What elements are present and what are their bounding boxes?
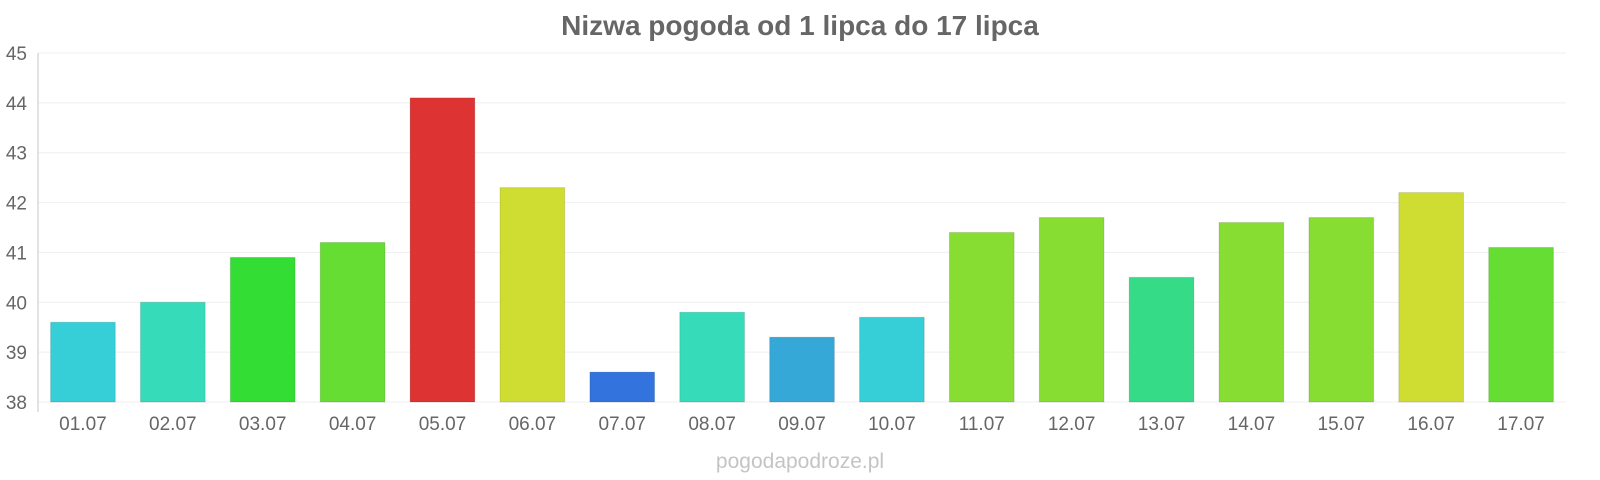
bar-04.07: [319, 241, 386, 403]
chart-title: Nizwa pogoda od 1 lipca do 17 lipca: [561, 10, 1039, 41]
x-tick-label: 09.07: [778, 414, 826, 435]
bar-15.07: [1308, 217, 1375, 403]
bar-05.07: [409, 97, 476, 403]
y-tick-label: 38: [6, 393, 27, 414]
x-tick-label: 02.07: [149, 414, 197, 435]
x-tick-label: 03.07: [239, 414, 287, 435]
x-tick-label: 04.07: [329, 414, 377, 435]
bar-10.07: [859, 316, 925, 403]
y-tick-label: 41: [6, 243, 27, 264]
bar-16.07: [1398, 192, 1465, 403]
x-tick-label: 11.07: [959, 414, 1005, 435]
y-tick-label: 39: [6, 343, 27, 364]
watermark: pogodapodroze.pl: [715, 450, 885, 473]
x-tick-label: 13.07: [1138, 414, 1186, 435]
x-tick-label: 17.07: [1497, 414, 1545, 435]
x-tick-label: 14.07: [1228, 414, 1276, 435]
axes: 38 39 40 41 42 43 44 45 01.07 02.07 03.07 04.07 05.0…: [6, 44, 1545, 435]
x-tick-label: 15.07: [1318, 414, 1366, 435]
bar-08.07: [679, 311, 745, 403]
y-tick-label: 42: [6, 194, 27, 215]
y-tick-label: 43: [6, 144, 27, 165]
bars: [50, 97, 1554, 403]
y-tick-label: 40: [6, 293, 27, 314]
x-tick-label: 06.07: [509, 414, 557, 435]
bar-09.07: [769, 336, 835, 403]
y-tick-label: 45: [6, 44, 27, 65]
x-tick-label: 12.07: [1048, 414, 1096, 435]
bar-12.07: [1038, 217, 1105, 403]
bar-02.07: [139, 301, 206, 403]
bar-17.07: [1488, 246, 1554, 403]
y-tick-label: 44: [6, 94, 28, 115]
x-tick-label: 01.07: [59, 414, 107, 435]
x-tick-label: 16.07: [1407, 414, 1455, 435]
bar-03.07: [229, 256, 296, 403]
x-tick-label: 05.07: [419, 414, 467, 435]
bar-06.07: [499, 187, 566, 403]
bar-11.07: [948, 231, 1015, 403]
bar-13.07: [1128, 276, 1195, 403]
bar-07.07: [589, 371, 656, 403]
bar-01.07: [50, 321, 116, 403]
x-tick-label: 08.07: [688, 414, 736, 435]
bar-14.07: [1218, 222, 1285, 403]
x-tick-label: 07.07: [598, 414, 646, 435]
x-tick-label: 10.07: [868, 414, 916, 435]
